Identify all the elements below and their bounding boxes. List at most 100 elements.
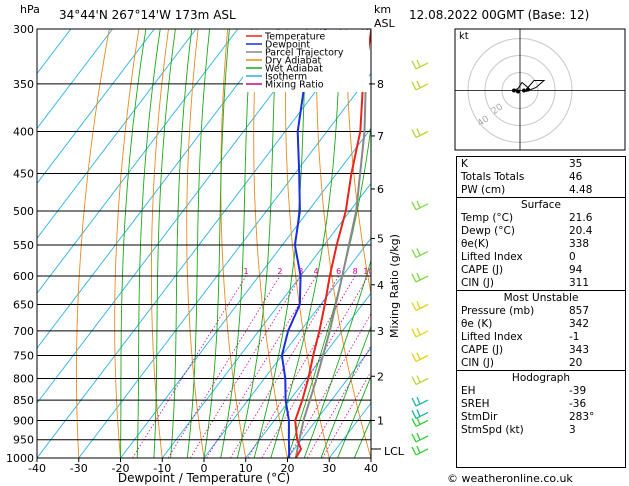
- isotherm-line: [161, 182, 371, 458]
- km-tick-label: 8: [377, 78, 384, 91]
- wind-barb-flag: [416, 272, 421, 281]
- axes: 3003504004505005506006507007508008509009…: [6, 23, 384, 475]
- parcel-trajectory-line: [294, 29, 369, 458]
- index-value: 46: [569, 171, 583, 183]
- hodo-value: -36: [569, 398, 587, 410]
- wind-barb-flag: [416, 301, 421, 309]
- km-tick-label: 5: [377, 232, 384, 245]
- wind-barb-staff: [415, 303, 429, 312]
- wind-barb-flag: [416, 352, 421, 360]
- isotherm-line: [37, 29, 280, 349]
- wind-barb-staff: [415, 399, 429, 407]
- stats-panel: K 35 Totals Totals 46 PW (cm) 4.48 Surface Te…: [456, 156, 626, 468]
- wet-adiabat-line: [253, 29, 308, 458]
- dry-adiabat-line: [76, 29, 110, 458]
- wind-barb-staff: [415, 354, 429, 363]
- wind-barb-flag: [416, 200, 421, 209]
- mu-value: 343: [569, 344, 590, 356]
- km-tick-label: 7: [377, 130, 384, 143]
- wind-barb-staff: [415, 435, 429, 443]
- hodograph-point: [522, 88, 526, 93]
- hodo-row: EH -39: [457, 385, 625, 398]
- mu-row: CIN (J) 20: [457, 357, 625, 370]
- wet-adiabat-line: [220, 29, 253, 458]
- mixing-ratio-tick-label: 10: [363, 267, 373, 276]
- wind-barb-flag: [416, 409, 421, 417]
- mixing-ratio-tick-label: 25: [420, 267, 430, 276]
- hodo-row: SREH -36: [457, 398, 625, 411]
- x-axis-title: Dewpoint / Temperature (°C): [118, 471, 290, 485]
- wind-barb: [411, 327, 429, 338]
- pressure-tick-label: 500: [13, 205, 34, 218]
- mu-label: Pressure (mb): [461, 305, 535, 317]
- wind-barb-staff: [415, 275, 429, 283]
- legend-box: [243, 30, 369, 92]
- pressure-tick-label: 350: [13, 78, 34, 91]
- wind-barb: [411, 409, 429, 420]
- most-unstable-title: Most Unstable: [503, 292, 579, 304]
- mixing-ratio-tick-label: 4: [314, 267, 319, 276]
- wind-barb-staff: [415, 83, 429, 91]
- most-unstable-section: Most Unstable Pressure (mb) 857 θe (K) 342 L…: [457, 290, 625, 370]
- surface-value: 21.6: [569, 212, 593, 224]
- hodo-label: StmSpd (kt): [461, 424, 524, 436]
- mu-label: Lifted Index: [461, 331, 523, 343]
- mixing-ratio-tick-label: 20: [406, 267, 416, 276]
- hodo-label: EH: [461, 385, 476, 397]
- mixing-ratio-line: [167, 275, 281, 458]
- mu-value: 20: [569, 357, 583, 369]
- wind-barb-flag: [411, 129, 417, 138]
- wet-adiabat-line: [153, 29, 176, 458]
- surface-row: θe(K) 338: [457, 238, 625, 251]
- temperature-tick-label: -30: [70, 462, 88, 475]
- pressure-tick-label: 850: [13, 394, 34, 407]
- legend-label: Dewpoint: [265, 40, 310, 51]
- background-lines: [37, 29, 371, 458]
- isotherm-line: [78, 72, 371, 458]
- surface-row: Lifted Index 0: [457, 251, 625, 264]
- km-tick-label: 2: [377, 370, 384, 383]
- mu-row: θe (K) 342: [457, 318, 625, 331]
- temperature-tick-label: 40: [364, 462, 378, 475]
- wind-barb-flag: [416, 248, 421, 256]
- surface-row: CIN (J) 311: [457, 277, 625, 290]
- pressure-tick-label: 450: [13, 167, 34, 180]
- wind-barb-staff: [415, 130, 429, 139]
- wet-adiabat-line: [120, 29, 147, 458]
- wind-barb: [411, 59, 429, 70]
- isotherm-line: [37, 29, 364, 458]
- profiles: 1 2 3 4 6 8 10 15 20 25: [244, 29, 430, 458]
- wind-barb: [411, 200, 429, 211]
- hodograph-frame: [454, 28, 626, 151]
- legend-label: Isotherm: [265, 72, 307, 83]
- mu-label: CAPE (J): [461, 344, 504, 356]
- index-row: Totals Totals 46: [457, 171, 625, 184]
- wind-barb-flag: [416, 59, 421, 68]
- isotherm-line: [37, 29, 72, 75]
- pressure-tick-label: 550: [13, 239, 34, 252]
- isotherm-line: [37, 29, 239, 294]
- dewpoint-line: [280, 29, 327, 458]
- km-tick-label: 3: [377, 325, 384, 338]
- isotherm-line: [37, 29, 197, 240]
- wind-barb-flag: [416, 375, 421, 383]
- mu-value: -1: [569, 331, 580, 343]
- wind-barb: [411, 417, 429, 428]
- hodo-row: StmDir 283°: [457, 411, 625, 424]
- wind-barb: [411, 352, 429, 363]
- mixing-ratio-line: [206, 275, 317, 458]
- mixing-ratio-title: Mixing Ratio (g/kg): [388, 234, 401, 338]
- wind-barb: [411, 445, 429, 456]
- surface-label: Dewp (°C): [461, 225, 515, 237]
- mixing-ratio-line: [322, 370, 371, 458]
- isotherm-line: [37, 29, 113, 130]
- surface-label: Temp (°C): [461, 212, 514, 224]
- wet-adiabat-line: [270, 29, 342, 458]
- surface-section: Surface Temp (°C) 21.6 Dewp (°C) 20.4 θe(K) 3…: [457, 197, 625, 290]
- wind-barb-flag: [411, 273, 417, 283]
- wind-barb-flag: [411, 397, 417, 407]
- wind-barb-flag: [416, 432, 421, 441]
- wind-barb-staff: [415, 250, 429, 258]
- pressure-tick-label: 650: [13, 299, 34, 312]
- wind-barb-flag: [411, 410, 417, 419]
